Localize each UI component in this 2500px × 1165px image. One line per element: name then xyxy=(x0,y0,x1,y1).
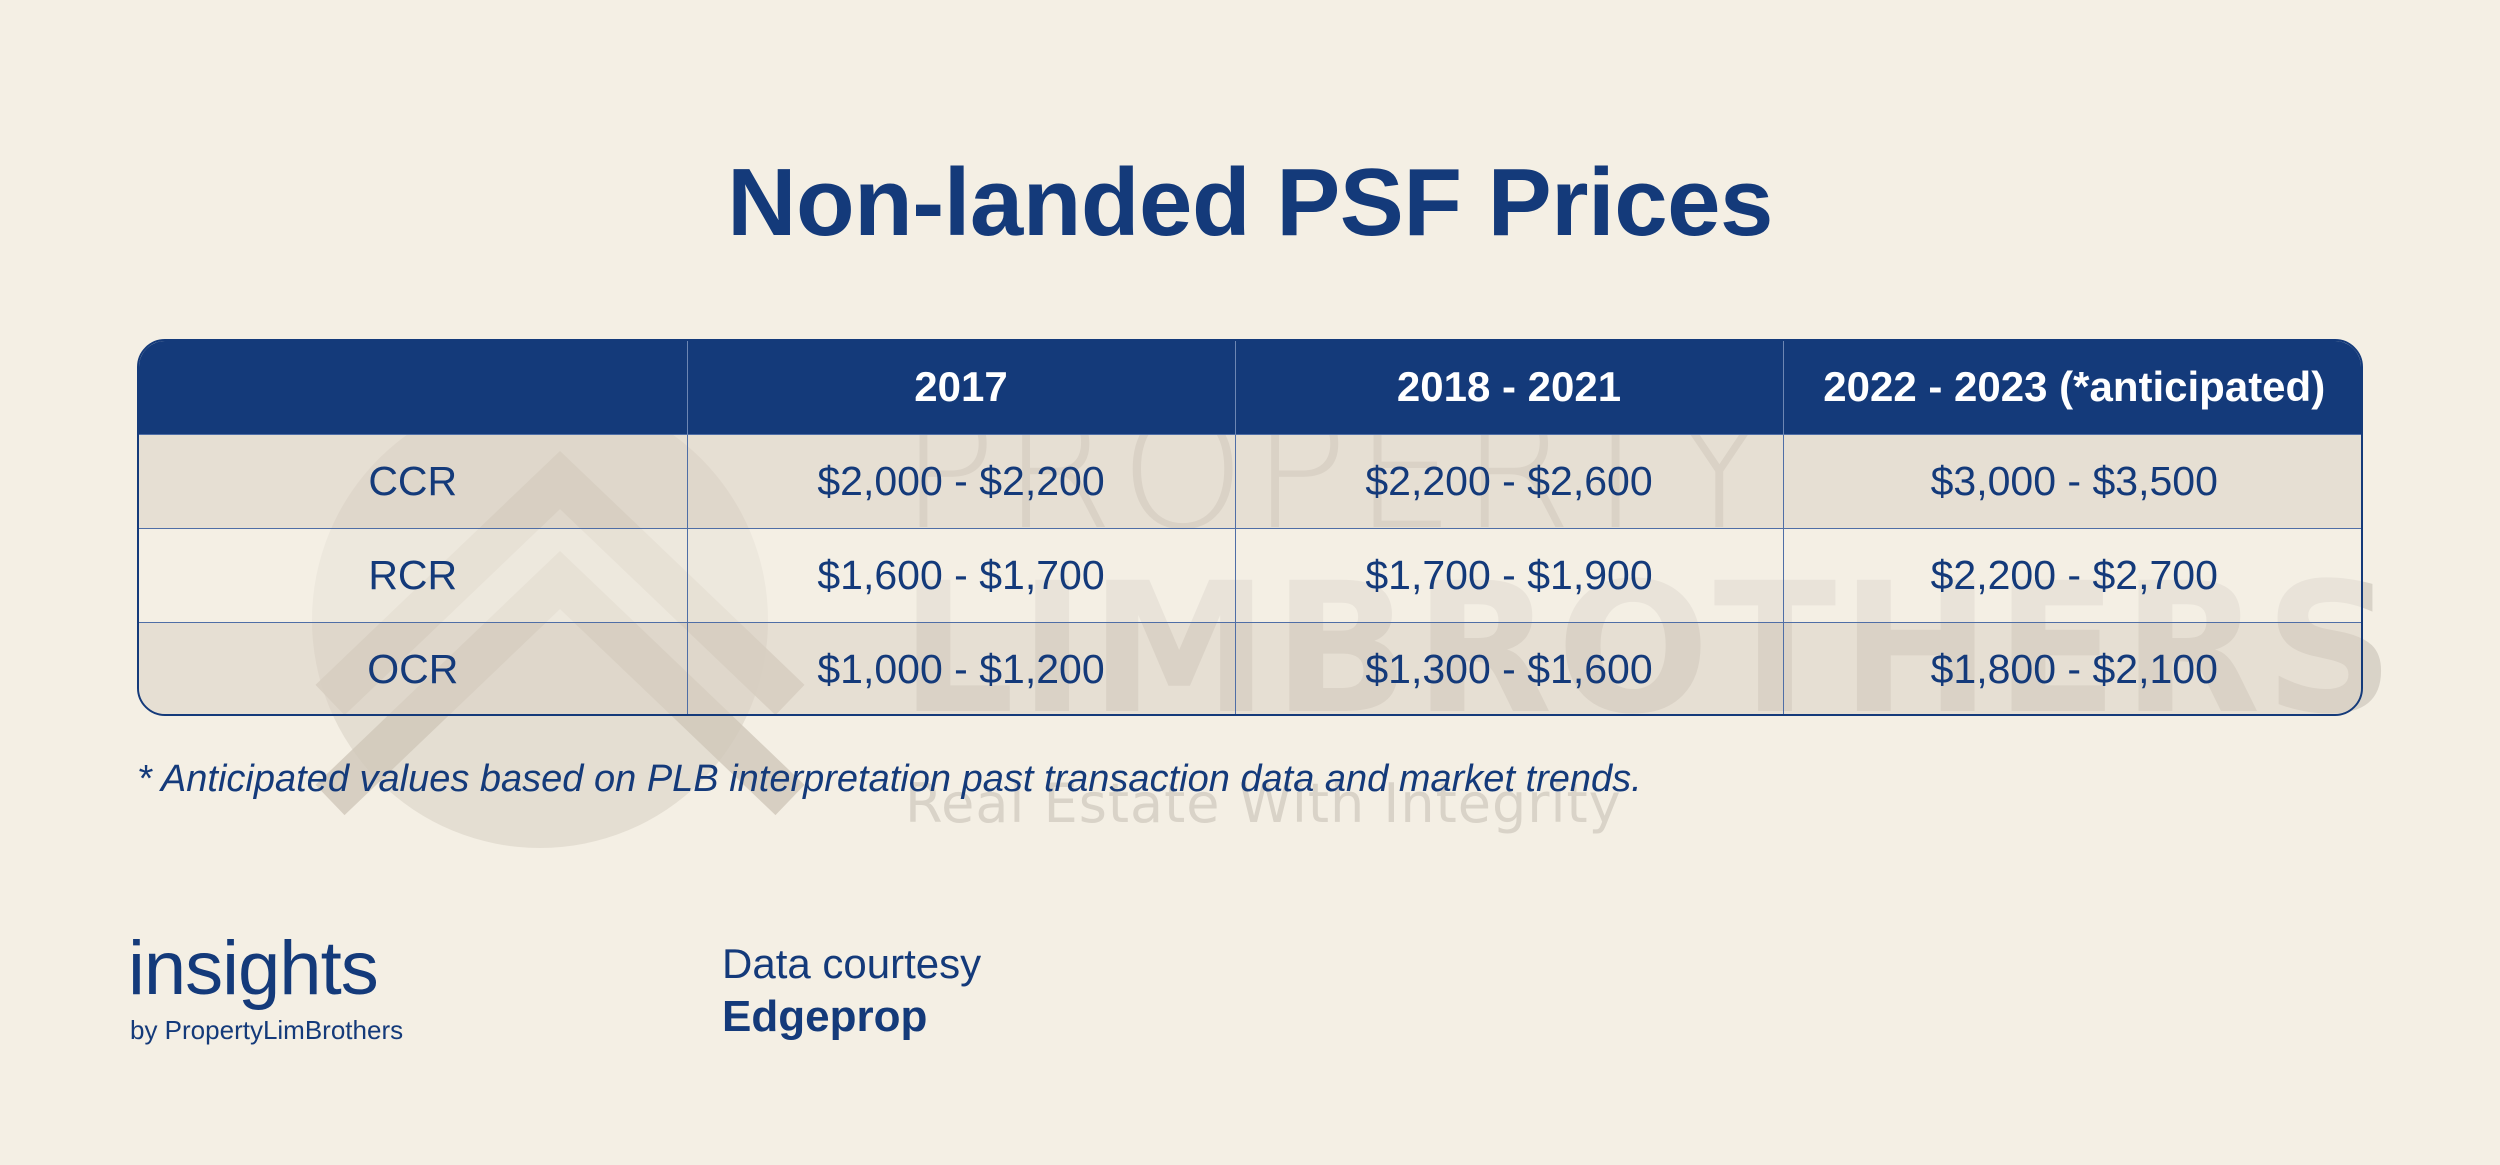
data-source: Edgeprop xyxy=(722,992,928,1041)
table-cell: $1,700 - $1,900 xyxy=(1234,527,1783,622)
table-row: CCR $2,000 - $2,200 $2,200 - $2,600 $3,0… xyxy=(139,433,2361,528)
table-cell: $3,000 - $3,500 xyxy=(1782,433,2361,528)
table-cell: $1,000 - $1,200 xyxy=(686,621,1235,714)
data-courtesy-label: Data courtesy xyxy=(722,940,982,987)
row-label: RCR xyxy=(139,527,687,622)
table-cell: $2,200 - $2,700 xyxy=(1782,527,2361,622)
table-cell: $2,200 - $2,600 xyxy=(1234,433,1783,528)
header-cell-2017: 2017 xyxy=(686,341,1235,434)
table-cell: $1,300 - $1,600 xyxy=(1234,621,1783,714)
page-title: Non-landed PSF Prices xyxy=(727,149,1773,256)
footnote: * Anticipated values based on PLB interp… xyxy=(137,758,1642,800)
table-cell: $1,600 - $1,700 xyxy=(686,527,1235,622)
header-cell-2018-2021: 2018 - 2021 xyxy=(1234,341,1783,434)
table-row: RCR $1,600 - $1,700 $1,700 - $1,900 $2,2… xyxy=(139,527,2361,622)
insights-logo: insights xyxy=(128,926,379,1011)
table-row: OCR $1,000 - $1,200 $1,300 - $1,600 $1,8… xyxy=(139,621,2361,714)
row-label: OCR xyxy=(139,621,687,714)
header-cell-region xyxy=(139,341,687,434)
price-table: 2017 2018 - 2021 2022 - 2023 (*anticipat… xyxy=(137,339,2363,716)
table-cell: $1,800 - $2,100 xyxy=(1782,621,2361,714)
header-cell-2022-2023: 2022 - 2023 (*anticipated) xyxy=(1782,341,2361,434)
table-header-row: 2017 2018 - 2021 2022 - 2023 (*anticipat… xyxy=(139,341,2361,434)
logo-byline: by PropertyLimBrothers xyxy=(130,1015,404,1045)
table-cell: $2,000 - $2,200 xyxy=(686,433,1235,528)
price-table-grid: 2017 2018 - 2021 2022 - 2023 (*anticipat… xyxy=(139,341,2361,714)
row-label: CCR xyxy=(139,433,687,528)
